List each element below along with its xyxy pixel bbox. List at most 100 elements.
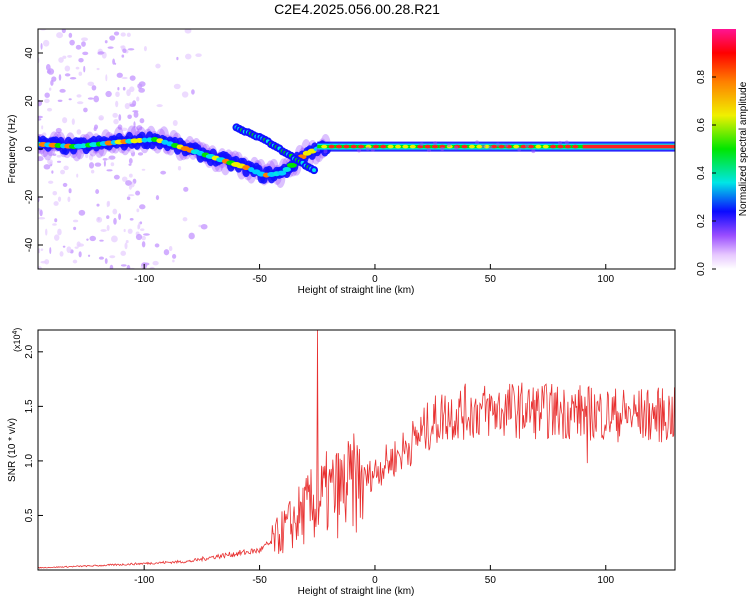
noise-blob <box>128 163 132 166</box>
noise-blob <box>129 86 135 93</box>
noise-blob <box>172 120 178 127</box>
noise-blob <box>54 218 58 223</box>
noise-blob <box>109 35 116 41</box>
noise-blob <box>182 217 188 222</box>
noise-blob <box>58 57 64 63</box>
steady-core-blob <box>358 144 365 149</box>
noise-blob <box>71 118 75 125</box>
noise-blob <box>109 264 114 269</box>
noise-blob <box>117 124 123 130</box>
noise-blob <box>87 81 95 87</box>
noise-blob <box>50 79 54 86</box>
noise-blob <box>133 121 136 128</box>
noise-blob <box>66 246 72 253</box>
top-x-tick-label: -50 <box>252 274 267 285</box>
noise-blob <box>138 87 146 93</box>
noise-blob <box>68 98 72 101</box>
y-multiplier-exp: 4 <box>12 330 19 334</box>
noise-blob <box>123 228 126 233</box>
colorbar-tick-label: 0.6 <box>696 118 707 132</box>
top-y-ticks: -40 -20 0 20 40 <box>24 47 43 252</box>
noise-blob <box>149 266 155 269</box>
noise-blob <box>76 129 82 135</box>
steady-halo-blob <box>504 143 509 148</box>
noise-blob <box>47 107 53 112</box>
noise-blob <box>56 32 64 39</box>
noise-blob <box>58 74 62 81</box>
noise-blob <box>132 110 139 113</box>
noise-blob <box>126 32 131 38</box>
noise-blob <box>114 62 117 65</box>
steady-core-blob <box>380 144 387 149</box>
chart-title: C2E4.2025.056.00.28.R21 <box>274 1 440 17</box>
noise-blob <box>128 147 135 154</box>
noise-blob <box>135 233 143 241</box>
noise-blob <box>106 215 110 219</box>
noise-blob <box>136 96 140 102</box>
steady-core-blob <box>468 144 475 149</box>
noise-blob <box>121 176 128 182</box>
noise-blob <box>118 114 122 121</box>
colorbar-tick-label: 0.4 <box>696 166 707 180</box>
top-x-tick-label: -100 <box>134 274 154 285</box>
noise-blob <box>104 40 108 44</box>
noise-blob <box>38 134 43 137</box>
steady-halo-blob <box>440 147 445 152</box>
noise-blob <box>102 157 108 161</box>
noise-blob <box>107 157 110 161</box>
noise-blob <box>42 39 50 47</box>
noise-blob <box>44 259 50 265</box>
noise-blob <box>140 228 145 232</box>
noise-blob <box>115 100 119 108</box>
noise-blob <box>62 117 68 124</box>
steady-core-blob <box>513 144 520 149</box>
noise-blob <box>54 234 60 241</box>
noise-blob <box>38 217 46 220</box>
noise-blob <box>100 229 107 232</box>
noise-blob <box>152 260 159 266</box>
noise-blob <box>97 51 105 55</box>
noise-blob <box>82 51 89 56</box>
colorbar-gradient <box>712 29 736 269</box>
steady-halo-blob <box>488 145 493 150</box>
core-blob <box>242 165 251 171</box>
core-blob <box>282 167 291 173</box>
noise-blob <box>96 67 100 71</box>
noise-blob <box>69 76 77 80</box>
steady-halo-blob <box>481 144 486 149</box>
noise-blob <box>109 255 116 259</box>
steady-core-blob <box>402 144 409 149</box>
bottom-plot-frame <box>37 329 676 571</box>
colorbar-tick-label: 0.0 <box>696 262 707 276</box>
top-y-tick-label: 20 <box>24 95 35 107</box>
noise-blob <box>87 254 91 258</box>
noise-blob <box>113 217 117 225</box>
noise-blob <box>67 196 71 203</box>
steady-core-blob <box>335 144 342 149</box>
noise-blob <box>181 91 189 98</box>
steady-halo-blob <box>495 142 500 147</box>
noise-blob <box>191 89 195 95</box>
top-x-tick-label: 0 <box>372 274 378 285</box>
noise-blob <box>61 29 66 34</box>
noise-blob <box>98 117 104 121</box>
noise-blob <box>98 256 104 260</box>
noise-blob <box>122 48 127 54</box>
noise-blob <box>45 228 48 236</box>
steady-halo-blob <box>433 141 438 146</box>
noise-blob <box>124 242 128 250</box>
bottom-chart: -100 -50 0 50 100 0.5 1.0 1.5 2.0 Height of str… <box>7 328 676 597</box>
noise-blob <box>141 168 146 171</box>
noise-blob <box>52 223 57 226</box>
steady-core-blob <box>328 144 335 149</box>
noise-blob <box>56 160 62 163</box>
noise-blob <box>116 72 123 78</box>
steady-core-blob <box>321 144 328 149</box>
noise-blob <box>48 87 52 91</box>
noise-blob <box>200 223 208 230</box>
noise-blob <box>74 246 79 249</box>
noise-blob <box>48 180 54 184</box>
noise-blob <box>120 264 127 267</box>
noise-blob <box>86 238 89 241</box>
